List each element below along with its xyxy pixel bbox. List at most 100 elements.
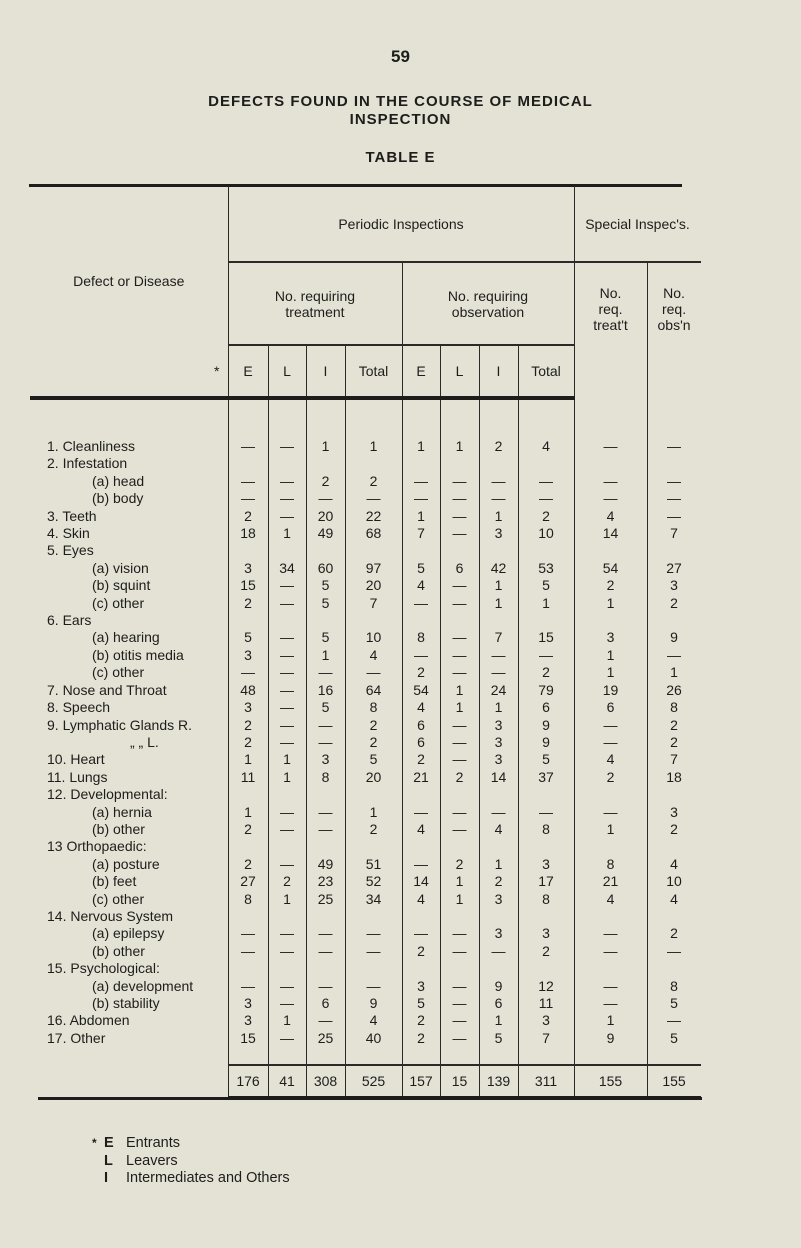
total-cell: 525 — [344, 1064, 402, 1100]
value-cell: — — [305, 490, 345, 508]
value-cell — [646, 907, 701, 926]
value-cell — [478, 960, 518, 978]
value-cell: 2 — [401, 751, 440, 769]
value-cell: 1 — [267, 525, 306, 543]
value-cell: — — [267, 716, 306, 734]
value-cell: 2 — [227, 733, 268, 752]
value-cell: — — [227, 438, 268, 456]
spacer-cell — [401, 1047, 440, 1066]
value-cell: — — [439, 942, 479, 961]
row-label: (b) feet — [92, 873, 137, 890]
value-cell: 3 — [478, 733, 518, 752]
table-row: (c) other — — — —2— —2 1 1 — [30, 664, 701, 682]
value-cell: — — [267, 820, 306, 839]
value-cell: 8 — [401, 629, 440, 647]
value-cell: — — [267, 995, 306, 1013]
total-cell: 176 — [227, 1064, 268, 1100]
row-label: 17. Other — [47, 1029, 106, 1046]
value-cell: 3 — [517, 1012, 574, 1030]
value-cell: 2 — [267, 873, 306, 891]
spacer-cell — [646, 398, 701, 438]
value-cell: — — [267, 490, 306, 508]
row-label: 5. Eyes — [47, 542, 94, 559]
value-cell: — — [439, 646, 479, 665]
value-cell: — — [439, 820, 479, 839]
value-cell: — — [344, 942, 402, 961]
value-cell — [401, 838, 440, 856]
value-cell — [401, 960, 440, 978]
value-cell: 2 — [646, 594, 701, 613]
value-cell: 3 — [646, 803, 701, 821]
value-cell: 5 — [517, 577, 574, 595]
table-row: (b) feet 27 2 23 52 14 1 2 17 21 10 — [30, 873, 701, 891]
value-cell: 15 — [517, 629, 574, 647]
spacer-cell — [439, 1047, 479, 1066]
value-cell: 6 — [401, 733, 440, 752]
value-cell: — — [227, 942, 268, 961]
value-cell: 4 — [344, 646, 402, 665]
header-periodic: Periodic Inspections — [227, 186, 574, 263]
value-cell: 3 — [478, 925, 518, 943]
value-cell: 68 — [344, 525, 402, 543]
value-cell — [305, 542, 345, 560]
value-cell — [439, 907, 479, 926]
value-cell: 1 — [344, 803, 402, 821]
row-label: 9. Lymphatic Glands R. — [47, 716, 192, 733]
value-cell: 2 — [646, 733, 701, 752]
value-cell: 79 — [517, 681, 574, 700]
value-cell — [439, 542, 479, 560]
value-cell: 54 — [573, 559, 647, 578]
value-cell: — — [439, 490, 479, 508]
value-cell: 2 — [227, 594, 268, 613]
value-cell: 5 — [344, 751, 402, 769]
value-cell: 14 — [573, 525, 647, 543]
legend-text: Intermediates and Others — [126, 1170, 290, 1186]
row-label: 16. Abdomen — [47, 1012, 130, 1029]
total-cell: 15 — [439, 1064, 479, 1100]
value-cell: 14 — [401, 873, 440, 891]
legend-star: * — [92, 1136, 97, 1150]
value-cell: — — [573, 490, 647, 508]
value-cell: 1 — [478, 855, 518, 874]
value-cell: 9 — [517, 733, 574, 752]
totals-row: 176 41 308 525 157 15 139 311 155 155 — [30, 1064, 701, 1100]
value-cell — [267, 838, 306, 856]
value-cell — [478, 907, 518, 926]
value-cell: 2 — [401, 1012, 440, 1030]
value-cell: 5 — [305, 594, 345, 613]
value-cell: 52 — [344, 873, 402, 891]
total-cell: 308 — [305, 1064, 345, 1100]
row-label: 6. Ears — [47, 612, 92, 629]
value-cell: — — [267, 438, 306, 456]
value-cell: 14 — [478, 768, 518, 787]
table-row: 11. Lungs 11 1 8 20 21 2 14 37 2 18 — [30, 768, 701, 787]
value-cell — [305, 786, 345, 804]
value-cell: — — [267, 681, 306, 700]
value-cell: 2 — [227, 716, 268, 734]
row-label: (a) development — [92, 977, 194, 994]
value-cell: 18 — [646, 768, 701, 787]
table-row: 10. Heart 1 1 3 5 2—3 5 4 7 — [30, 751, 701, 769]
value-cell: — — [267, 942, 306, 961]
value-cell: 21 — [573, 873, 647, 891]
row-label: 15. Psychological: — [47, 960, 160, 977]
value-cell — [517, 542, 574, 560]
value-cell — [227, 612, 268, 630]
value-cell: 9 — [344, 995, 402, 1013]
value-cell: 3 — [401, 977, 440, 995]
header-col-total: Total — [517, 345, 574, 400]
spacer-cell — [646, 1047, 701, 1066]
row-label: 2. Infestation — [47, 455, 128, 472]
value-cell: 3 — [478, 890, 518, 908]
value-cell — [227, 838, 268, 856]
value-cell: — — [401, 472, 440, 491]
row-label: 11. Lungs — [47, 768, 108, 785]
totals-label — [30, 1065, 228, 1098]
value-cell: — — [439, 803, 479, 821]
value-cell: — — [401, 855, 440, 874]
value-cell: 8 — [517, 820, 574, 839]
value-cell: 3 — [227, 1012, 268, 1030]
value-cell: 1 — [267, 751, 306, 769]
table-row: 17. Other 15—25 40 2—5 7 9 5 — [30, 1029, 701, 1048]
value-cell: 2 — [344, 820, 402, 839]
